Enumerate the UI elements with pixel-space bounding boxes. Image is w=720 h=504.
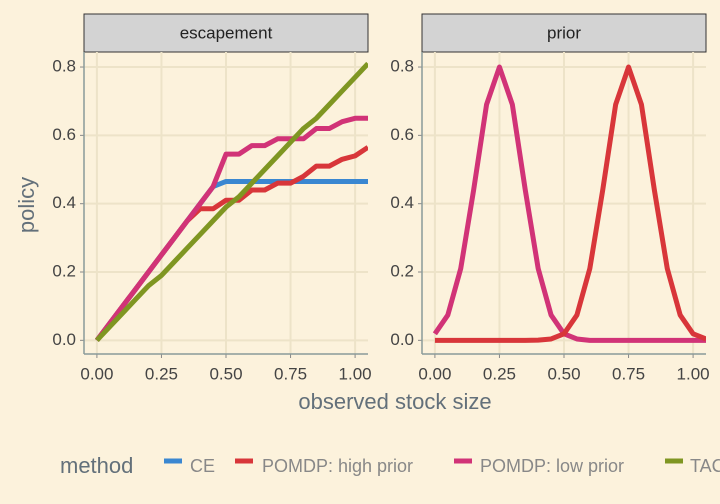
legend-title: method bbox=[60, 453, 133, 478]
line bbox=[94, 178, 368, 342]
x-tick-label: 0.00 bbox=[80, 364, 113, 383]
line bbox=[434, 64, 706, 343]
y-tick-label: 0.6 bbox=[52, 125, 76, 144]
x-tick-label: 0.50 bbox=[209, 364, 242, 383]
y-tick-label: 0.2 bbox=[52, 261, 76, 280]
plot-area bbox=[432, 64, 706, 343]
x-tick-label: 0.75 bbox=[612, 364, 645, 383]
x-tick-label: 0.00 bbox=[418, 364, 451, 383]
y-tick-label: 0.2 bbox=[390, 261, 414, 280]
y-tick-label: 0.0 bbox=[390, 330, 414, 349]
line bbox=[432, 64, 706, 343]
x-tick-label: 1.00 bbox=[677, 364, 710, 383]
legend-label: POMDP: high prior bbox=[262, 456, 413, 476]
x-tick-label: 1.00 bbox=[339, 364, 372, 383]
facet-strip bbox=[83, 13, 369, 53]
y-axis-label: policy bbox=[14, 177, 39, 233]
x-tick-label: 0.50 bbox=[547, 364, 580, 383]
x-tick-label: 0.25 bbox=[483, 364, 516, 383]
y-tick-label: 0.6 bbox=[390, 125, 414, 144]
facet-title: escapement bbox=[180, 23, 273, 42]
facet-title: prior bbox=[547, 23, 581, 42]
y-tick-label: 0.4 bbox=[52, 193, 76, 212]
y-tick-label: 0.8 bbox=[52, 57, 76, 76]
y-tick-label: 0.4 bbox=[390, 193, 414, 212]
x-tick-label: 0.25 bbox=[145, 364, 178, 383]
x-tick-label: 0.75 bbox=[274, 364, 307, 383]
plot-area bbox=[94, 61, 368, 343]
x-axis-label: observed stock size bbox=[298, 389, 491, 414]
line bbox=[94, 145, 368, 342]
line bbox=[95, 61, 368, 343]
line bbox=[94, 115, 368, 342]
legend-label: POMDP: low prior bbox=[480, 456, 624, 476]
legend-label: CE bbox=[190, 456, 215, 476]
y-tick-label: 0.0 bbox=[52, 330, 76, 349]
legend-label: TAC bbox=[690, 456, 720, 476]
y-tick-label: 0.8 bbox=[390, 57, 414, 76]
